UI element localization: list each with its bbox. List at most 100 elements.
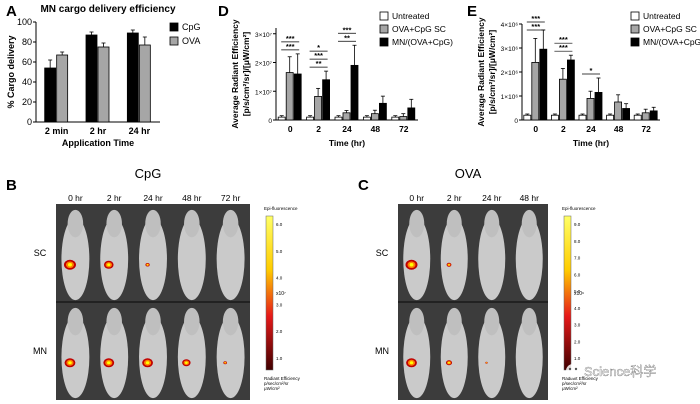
bar [391, 116, 400, 121]
mouse [515, 307, 543, 399]
timepoint-label: 24 hr [482, 193, 502, 203]
panel-letter-c: C [358, 177, 369, 194]
legend-label: OVA+CpG SC [392, 24, 446, 34]
mouse [478, 307, 506, 399]
row-label: MN [33, 346, 47, 356]
fluorescence-signal [68, 361, 72, 365]
mouse-head [184, 209, 200, 238]
bar [539, 48, 548, 121]
mouse-body [216, 217, 245, 301]
x-axis-label: Time (hr) [329, 138, 365, 148]
mouse-head [446, 209, 462, 238]
colorbar-scale: x10⁷ [276, 291, 286, 297]
timepoint-label: 72 hr [221, 193, 241, 203]
mouse-body [515, 217, 543, 301]
bar [594, 92, 603, 121]
y-tick-label: 100 [17, 17, 32, 27]
bar [578, 114, 587, 121]
timepoint-label: 0 hr [409, 193, 424, 203]
mouse-body [100, 217, 129, 301]
timepoint-label: 2 hr [447, 193, 462, 203]
y-tick-label: 0 [268, 118, 272, 125]
colorbar-scale: x10⁶ [574, 291, 584, 297]
significance-label: ** [344, 33, 350, 42]
mouse-body [177, 217, 206, 301]
panel-letter-d: D [218, 3, 229, 20]
row-label: MN [375, 346, 389, 356]
fluorescence-signal [224, 362, 226, 364]
bar [551, 114, 559, 121]
x-tick-label: 2 [561, 124, 566, 134]
bar [350, 64, 359, 121]
mouse-head [521, 307, 537, 336]
mouse [100, 307, 129, 399]
legend-label: MN/(OVA+CpG) [643, 37, 700, 47]
panel-b-title: CpG [135, 166, 162, 181]
colorbar-tick-label: 2.0 [276, 329, 283, 334]
mouse-body [403, 217, 431, 301]
y-tick-label: 0 [514, 118, 518, 125]
mouse-body [478, 315, 506, 399]
y-tick-label: 2×10⁶ [501, 70, 519, 77]
colorbar-tick-label: 6.0 [276, 222, 283, 227]
timepoint-label: 24 hr [143, 193, 163, 203]
x-tick-label: 0 [533, 124, 538, 134]
fluorescence-signal [106, 361, 111, 365]
timepoint-label: 2 hr [107, 193, 122, 203]
bar [277, 116, 286, 121]
legend-label: OVA [182, 36, 200, 46]
colorbar-footer: Radiant Efficiency [264, 376, 301, 381]
bar [641, 112, 650, 121]
y-axis-label: % Cargo delivery [6, 35, 16, 108]
bar [342, 112, 351, 121]
bar [306, 116, 315, 121]
mouse-head [446, 307, 462, 336]
fluorescence-signal [145, 361, 150, 365]
y-tick-label: 60 [22, 57, 32, 67]
y-tick-label: 1×10⁷ [255, 89, 273, 96]
colorbar-footer: Radiant Efficiency [562, 376, 599, 381]
bar [85, 34, 98, 123]
y-axis-label: Average Radiant Efficiency [476, 17, 486, 127]
significance-label: *** [314, 51, 323, 60]
mouse [440, 307, 468, 399]
y-tick-label: 2×10⁷ [255, 61, 273, 68]
x-tick-label: 24 [586, 124, 596, 134]
mouse [440, 209, 468, 301]
fluorescence-signal [448, 361, 450, 364]
timepoint-label: 48 hr [182, 193, 202, 203]
colorbar-tick-label: 1.0 [276, 356, 283, 361]
x-tick-label: 24 hr [129, 126, 151, 136]
x-axis-label: Application Time [62, 138, 134, 148]
mouse [216, 209, 245, 301]
bar [649, 110, 658, 121]
mouse-body [515, 315, 543, 399]
y-tick-label: 3×10⁶ [501, 46, 519, 53]
wechat-icon [566, 364, 580, 378]
colorbar-tick-label: 4.0 [574, 306, 581, 311]
mouse [100, 209, 129, 301]
mouse-head [184, 307, 200, 336]
chart-title: MN cargo delivery efficiency [40, 4, 175, 15]
bar [407, 107, 416, 121]
legend-swatch [379, 24, 389, 34]
x-tick-label: 0 [288, 124, 293, 134]
mouse [403, 209, 431, 301]
fluorescence-signal [67, 263, 72, 267]
fluorescence-signal [409, 263, 414, 267]
fluorescence-signal [107, 263, 111, 267]
x-axis-label: Time (hr) [573, 138, 609, 148]
row-label: SC [376, 248, 389, 258]
mouse-body [216, 315, 245, 399]
colorbar-header: Epi-fluorescence [562, 206, 596, 211]
mouse-body [61, 217, 90, 301]
significance-label: *** [559, 35, 568, 44]
bar [559, 78, 567, 121]
bar [138, 44, 151, 123]
legend-label: Untreated [392, 11, 430, 21]
bar [293, 73, 302, 121]
mouse-body [478, 217, 506, 301]
colorbar [563, 215, 572, 371]
colorbar-footer: p/sec/cm²/sr [562, 381, 587, 386]
